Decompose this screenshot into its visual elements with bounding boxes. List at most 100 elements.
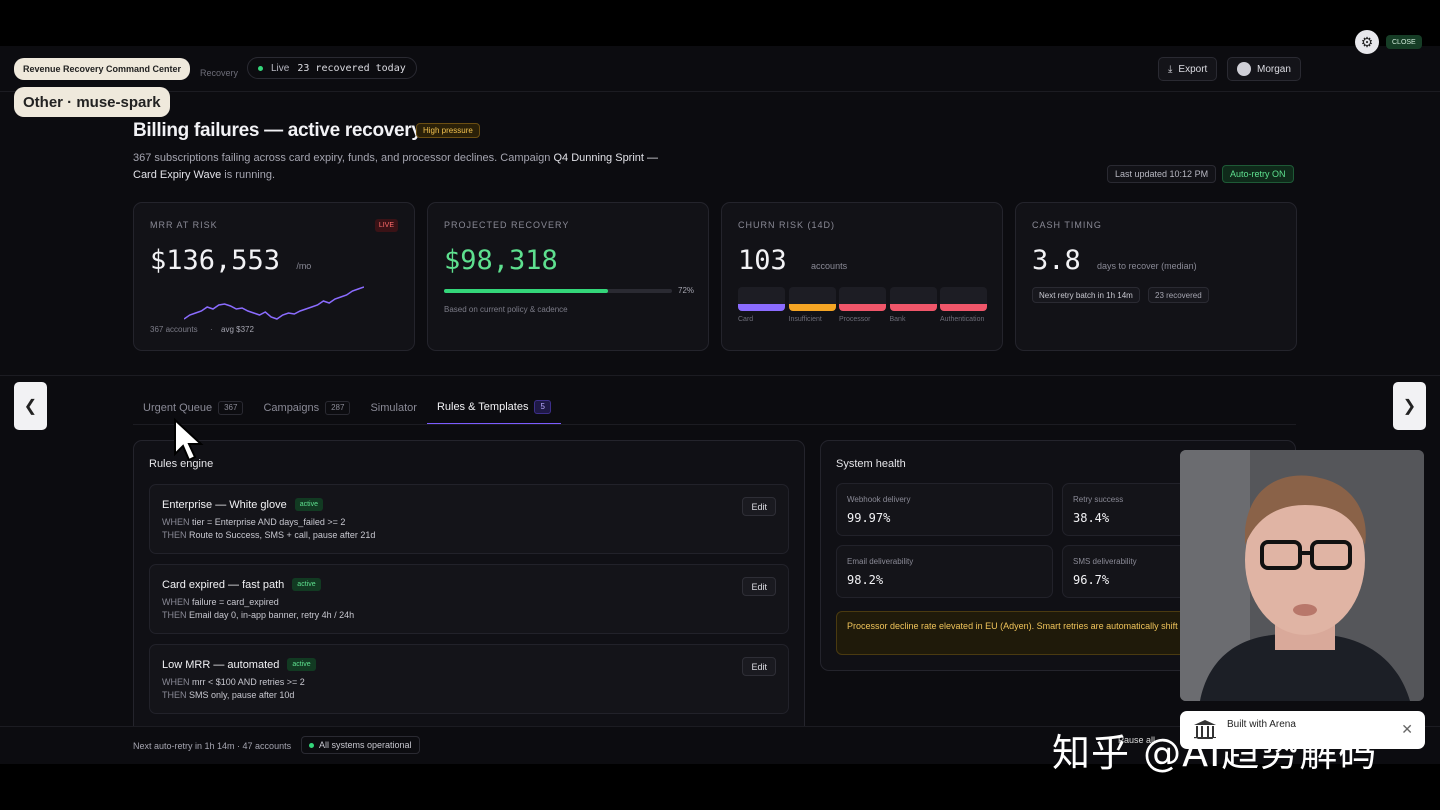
when-condition: tier = Enterprise AND days_failed >= 2 xyxy=(192,517,346,527)
metric-label: Retry success xyxy=(1073,495,1124,504)
churn-segment[interactable] xyxy=(889,287,937,311)
tab-campaigns[interactable]: Campaigns 287 xyxy=(253,390,360,425)
then-keyword: THEN xyxy=(162,610,187,620)
cash-value: 3.8 xyxy=(1032,245,1081,276)
next-batch-chip: Next retry batch in 1h 14m xyxy=(1032,287,1140,303)
next-slide-button[interactable]: ❯ xyxy=(1393,382,1426,430)
edit-rule-button[interactable]: Edit xyxy=(742,577,776,596)
download-icon: ⤓ xyxy=(1168,63,1173,75)
arena-badge[interactable]: Built with Arena ✕ xyxy=(1180,711,1425,749)
edit-rule-button[interactable]: Edit xyxy=(742,657,776,676)
rule-when: WHEN mrr < $100 AND retries >= 2 xyxy=(162,677,305,687)
webcam-video xyxy=(1180,450,1424,701)
churn-value: 103 xyxy=(738,245,787,276)
rule-name: Low MRR — automated active xyxy=(162,658,316,671)
health-metric: Email deliverability 98.2% xyxy=(836,545,1053,598)
metric-label: SMS deliverability xyxy=(1073,557,1137,566)
live-status-pill: Live 23 recovered today xyxy=(247,57,417,79)
churn-unit: accounts xyxy=(811,261,848,271)
user-menu-button[interactable]: Morgan xyxy=(1227,57,1301,81)
rule-card: Enterprise — White glove active WHEN tier… xyxy=(149,484,789,554)
churn-segment[interactable] xyxy=(839,287,886,311)
tab-label: Simulator xyxy=(370,401,417,414)
kpi-label: MRR AT RISK xyxy=(150,220,218,230)
status-dot-icon xyxy=(309,742,314,748)
tab-label: Rules & Templates xyxy=(436,400,529,413)
subtitle-tail: is running. xyxy=(221,169,276,181)
kpi-card-cash: CASH TIMING 3.8 days to recover (median)… xyxy=(1015,202,1297,351)
then-keyword: THEN xyxy=(162,530,187,540)
rule-when: WHEN failure = card_expired xyxy=(162,597,279,607)
status-badge: active xyxy=(287,658,316,671)
metric-value: 98.2% xyxy=(847,573,884,587)
edit-rule-button[interactable]: Edit xyxy=(742,497,776,516)
recovered-chip: 23 recovered xyxy=(1148,287,1209,303)
live-badge: LIVE xyxy=(374,219,398,232)
kpi-value: 3.8 days to recover (median) xyxy=(1032,245,1197,276)
last-updated-chip: Last updated 10:12 PM xyxy=(1107,165,1217,183)
tab-count: 5 xyxy=(534,399,551,414)
kpi-label: CASH TIMING xyxy=(1032,220,1102,230)
header-tag: Revenue Recovery Command Center xyxy=(14,58,191,80)
auto-retry-toggle[interactable]: Auto-retry ON xyxy=(1222,165,1294,183)
next-retry-text: Next auto-retry in 1h 14m · 47 accounts xyxy=(133,741,292,751)
rule-title: Enterprise — White glove xyxy=(162,498,287,511)
churn-segment[interactable] xyxy=(738,287,785,311)
recovered-today: 23 recovered today xyxy=(297,62,406,74)
recovery-progress xyxy=(444,289,672,293)
panel-title: System health xyxy=(836,458,906,470)
kpi-card-mrr: MRR AT RISK LIVE $136,553 /mo 367 accoun… xyxy=(133,202,415,351)
when-keyword: WHEN xyxy=(162,597,190,607)
kpi-label: PROJECTED RECOVERY xyxy=(444,220,570,230)
avatar xyxy=(1237,62,1251,76)
gear-icon[interactable]: ⚙ xyxy=(1355,30,1379,54)
tab-rules-templates[interactable]: Rules & Templates 5 xyxy=(426,390,561,425)
mrr-unit: /mo xyxy=(296,261,312,271)
pressure-badge: High pressure xyxy=(416,123,480,138)
status-badge: active xyxy=(292,578,321,591)
tab-simulator[interactable]: Simulator xyxy=(360,390,426,425)
cash-unit: days to recover (median) xyxy=(1097,261,1197,271)
pause-all-button[interactable]: Pause all xyxy=(1118,735,1156,745)
rule-title: Low MRR — automated xyxy=(162,658,280,671)
kpi-label: CHURN RISK (14D) xyxy=(738,220,836,230)
churn-segment[interactable] xyxy=(788,287,836,311)
metric-value: 38.4% xyxy=(1073,511,1110,525)
close-icon[interactable]: ✕ xyxy=(1401,721,1413,737)
campaign-link[interactable]: Q4 Dunning Sprint — Card Expiry Wave xyxy=(133,152,659,181)
churn-segment[interactable] xyxy=(940,287,987,311)
rule-title: Card expired — fast path xyxy=(162,578,285,591)
metric-label: Email deliverability xyxy=(847,557,914,566)
tab-label: Urgent Queue xyxy=(143,401,213,414)
when-condition: failure = card_expired xyxy=(192,597,279,607)
breadcrumb[interactable]: Recovery xyxy=(200,68,239,78)
health-metric: Webhook delivery 99.97% xyxy=(836,483,1053,536)
prev-slide-button[interactable]: ❮ xyxy=(14,382,47,430)
avg-note: avg $372 xyxy=(221,325,254,334)
panel-title: Rules engine xyxy=(149,458,214,470)
tab-label: Campaigns xyxy=(263,401,320,414)
then-action: SMS only, pause after 10d xyxy=(189,690,295,700)
mouse-cursor-icon xyxy=(174,418,204,462)
rules-panel: Rules engine Enterprise — White glove act… xyxy=(133,440,805,740)
segment-bar xyxy=(940,304,987,311)
section-divider xyxy=(0,375,1440,376)
rule-card: Card expired — fast path active WHEN fail… xyxy=(149,564,789,634)
export-label: Export xyxy=(1178,63,1208,75)
tab-count: 367 xyxy=(218,400,244,415)
export-button[interactable]: ⤓ Export xyxy=(1158,57,1218,81)
kpi-card-churn: CHURN RISK (14D) 103 accounts Card Insuff… xyxy=(721,202,1003,351)
metric-label: Webhook delivery xyxy=(847,495,911,504)
segment-label: Processor xyxy=(839,316,871,323)
tab-underline xyxy=(133,424,1296,425)
rule-then: THEN Email day 0, in-app banner, retry 4… xyxy=(162,610,354,620)
app-window: Recovery Live 23 recovered today ⤓ Expor… xyxy=(0,46,1440,764)
built-with-arena: Built with Arena xyxy=(1227,719,1296,730)
rule-when: WHEN tier = Enterprise AND days_failed >… xyxy=(162,517,345,527)
close-button[interactable]: CLOSE xyxy=(1386,35,1422,49)
rule-name: Enterprise — White glove active xyxy=(162,498,324,511)
tab-urgent-queue[interactable]: Urgent Queue 367 xyxy=(133,390,253,425)
rule-then: THEN SMS only, pause after 10d xyxy=(162,690,294,700)
then-keyword: THEN xyxy=(162,690,187,700)
recovery-percent: 72% xyxy=(678,286,695,295)
